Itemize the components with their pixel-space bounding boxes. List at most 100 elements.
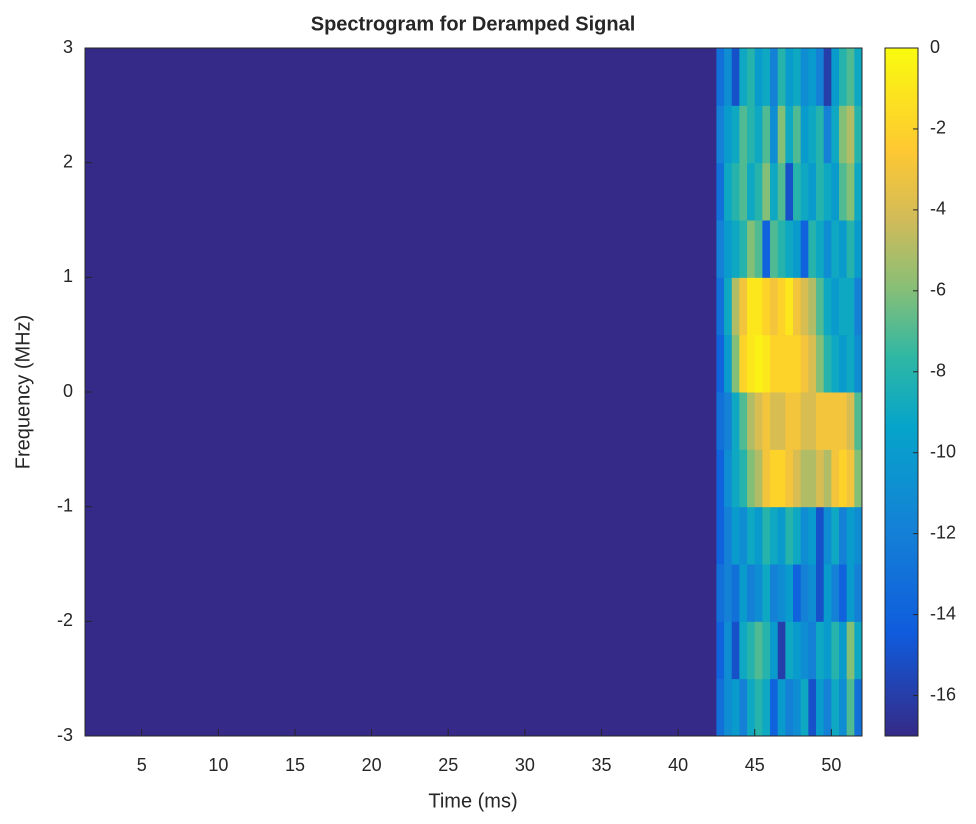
heat-cell [846, 334, 855, 393]
heat-cell [854, 162, 863, 221]
heat-cell [854, 277, 863, 336]
y-tick-label: -2 [57, 610, 73, 630]
heat-cell [747, 449, 756, 508]
heat-cell [831, 220, 840, 278]
colorbar-tick-label: -4 [930, 199, 946, 219]
heat-cell [793, 105, 802, 164]
heat-cell [831, 277, 840, 336]
heat-cell [716, 48, 725, 106]
heat-cell [785, 678, 794, 737]
heat-cell [846, 449, 855, 508]
heat-cell [724, 449, 733, 508]
x-tick-label: 10 [208, 755, 228, 775]
colorbar-tick-label: -2 [930, 118, 946, 138]
heat-cell [777, 621, 786, 680]
heat-cell [777, 48, 786, 106]
heat-cell [754, 220, 763, 278]
heat-cell [785, 621, 794, 680]
x-tick-label: 45 [745, 755, 765, 775]
heat-cell [823, 162, 832, 221]
heat-cell [762, 564, 771, 622]
heat-cell [85, 678, 717, 737]
heat-cell [808, 392, 817, 450]
heat-cell [846, 678, 855, 737]
heat-cell [816, 48, 825, 106]
heat-cell [823, 220, 832, 278]
heat-cell [85, 334, 717, 393]
heat-cell [770, 564, 779, 622]
heat-cell [724, 277, 733, 336]
heat-cell [808, 334, 817, 393]
heat-cell [846, 48, 855, 106]
y-tick-label: 0 [63, 381, 73, 401]
y-tick-label: 1 [63, 266, 73, 286]
heat-cell [716, 392, 725, 450]
heat-cell [793, 506, 802, 565]
heat-cell [785, 564, 794, 622]
heat-cell [724, 678, 733, 737]
heat-cell [754, 277, 763, 336]
heat-cell [739, 105, 748, 164]
heat-cell [85, 621, 717, 680]
heat-cell [754, 678, 763, 737]
heat-cell [808, 449, 817, 508]
colorbar [884, 47, 919, 737]
heat-cell [777, 334, 786, 393]
heat-cell [716, 162, 725, 221]
heat-cell [762, 334, 771, 393]
heat-cell [793, 334, 802, 393]
heat-cell [800, 277, 809, 336]
heat-cell [762, 506, 771, 565]
colorbar-tick-label: -10 [930, 441, 956, 461]
heat-cell [800, 220, 809, 278]
heat-cell [731, 506, 740, 565]
heat-cell [793, 564, 802, 622]
heat-cell [839, 506, 848, 565]
x-tick-label: 35 [591, 755, 611, 775]
heat-cell [823, 105, 832, 164]
y-axis-label: Frequency (MHz) [12, 315, 34, 469]
heat-cell [816, 506, 825, 565]
heat-cell [716, 621, 725, 680]
heat-cell [785, 506, 794, 565]
colorbar-tick-label: -8 [930, 361, 946, 381]
heat-cell [724, 220, 733, 278]
heat-cell [846, 105, 855, 164]
heat-cell [777, 506, 786, 565]
heat-cell [854, 48, 863, 106]
heat-cell [808, 162, 817, 221]
heat-cell [739, 220, 748, 278]
heat-cell [816, 105, 825, 164]
heat-cell [716, 220, 725, 278]
heat-cell [716, 277, 725, 336]
heat-cell [747, 105, 756, 164]
heat-cell [839, 277, 848, 336]
heat-cell [747, 48, 756, 106]
heat-cell [747, 621, 756, 680]
heat-cell [785, 449, 794, 508]
heat-cell [816, 621, 825, 680]
heat-cell [85, 506, 717, 565]
heat-cell [747, 678, 756, 737]
heat-cell [770, 48, 779, 106]
x-tick-label: 30 [515, 755, 535, 775]
heat-cell [762, 277, 771, 336]
heat-cell [800, 48, 809, 106]
colorbar-tick-label: -6 [930, 280, 946, 300]
heat-cell [739, 334, 748, 393]
heat-cell [754, 506, 763, 565]
heat-cell [839, 564, 848, 622]
x-tick-label: 5 [137, 755, 147, 775]
colorbar-tick-label: -14 [930, 603, 956, 623]
heat-cell [793, 220, 802, 278]
heat-cell [754, 105, 763, 164]
heat-cell [762, 621, 771, 680]
heat-cell [816, 162, 825, 221]
heat-cell [731, 48, 740, 106]
heat-cell [831, 392, 840, 450]
heat-cell [808, 277, 817, 336]
y-tick-label: -3 [57, 725, 73, 745]
heat-cell [747, 162, 756, 221]
heat-cell [739, 392, 748, 450]
